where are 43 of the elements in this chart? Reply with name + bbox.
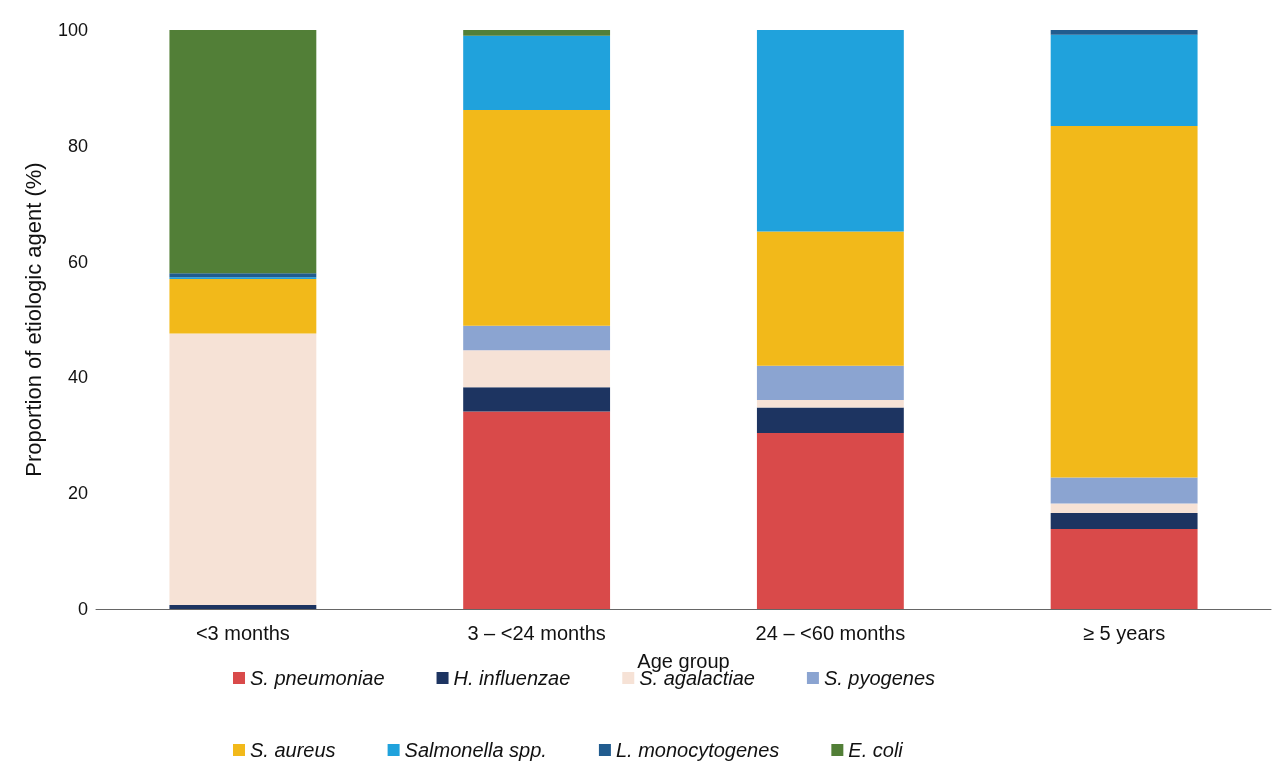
bar bbox=[463, 387, 611, 412]
x-tick-label: 3 – <24 months bbox=[467, 622, 606, 644]
bar bbox=[463, 35, 611, 110]
bar bbox=[1050, 529, 1198, 609]
bar bbox=[1050, 34, 1198, 127]
bar bbox=[169, 333, 317, 605]
bar bbox=[169, 278, 317, 334]
bar bbox=[756, 30, 904, 232]
bar bbox=[463, 30, 611, 36]
x-tick-label: ≥ 5 years bbox=[1083, 622, 1166, 644]
bar bbox=[1050, 512, 1198, 530]
bar bbox=[1050, 126, 1198, 478]
legend-label: Salmonella spp. bbox=[404, 739, 547, 761]
y-tick-label: 100 bbox=[57, 20, 88, 40]
bar bbox=[756, 399, 904, 408]
bar bbox=[1050, 503, 1198, 513]
bar bbox=[169, 273, 317, 278]
legend-label: S. pyogenes bbox=[823, 667, 936, 689]
y-tick-label: 20 bbox=[67, 483, 88, 504]
x-tick-label: 24 – <60 months bbox=[755, 622, 906, 644]
x-tick-label: <3 months bbox=[195, 622, 290, 644]
bar bbox=[463, 109, 611, 326]
y-axis-title: Proportion of etiologic agent (%) bbox=[20, 162, 46, 477]
y-tick-label: 0 bbox=[77, 599, 88, 619]
y-tick-label: 60 bbox=[67, 251, 88, 272]
bar bbox=[1050, 477, 1198, 504]
bar bbox=[756, 365, 904, 400]
bar bbox=[756, 432, 904, 609]
bar bbox=[463, 350, 611, 388]
legend-label: S. pneumoniae bbox=[250, 667, 385, 689]
bar bbox=[463, 325, 611, 351]
bar bbox=[756, 231, 904, 366]
bar bbox=[463, 411, 611, 609]
bar bbox=[1050, 30, 1198, 35]
y-tick-label: 80 bbox=[67, 135, 88, 156]
bar bbox=[756, 407, 904, 433]
bar bbox=[169, 30, 317, 274]
legend-label: H. influenzae bbox=[453, 667, 571, 689]
legend-label: S. aureus bbox=[250, 739, 336, 761]
bar bbox=[169, 604, 317, 609]
legend-label: L. monocytogenes bbox=[615, 739, 780, 761]
legend-label: E. coli bbox=[848, 739, 904, 761]
y-tick-label: 40 bbox=[67, 367, 88, 388]
